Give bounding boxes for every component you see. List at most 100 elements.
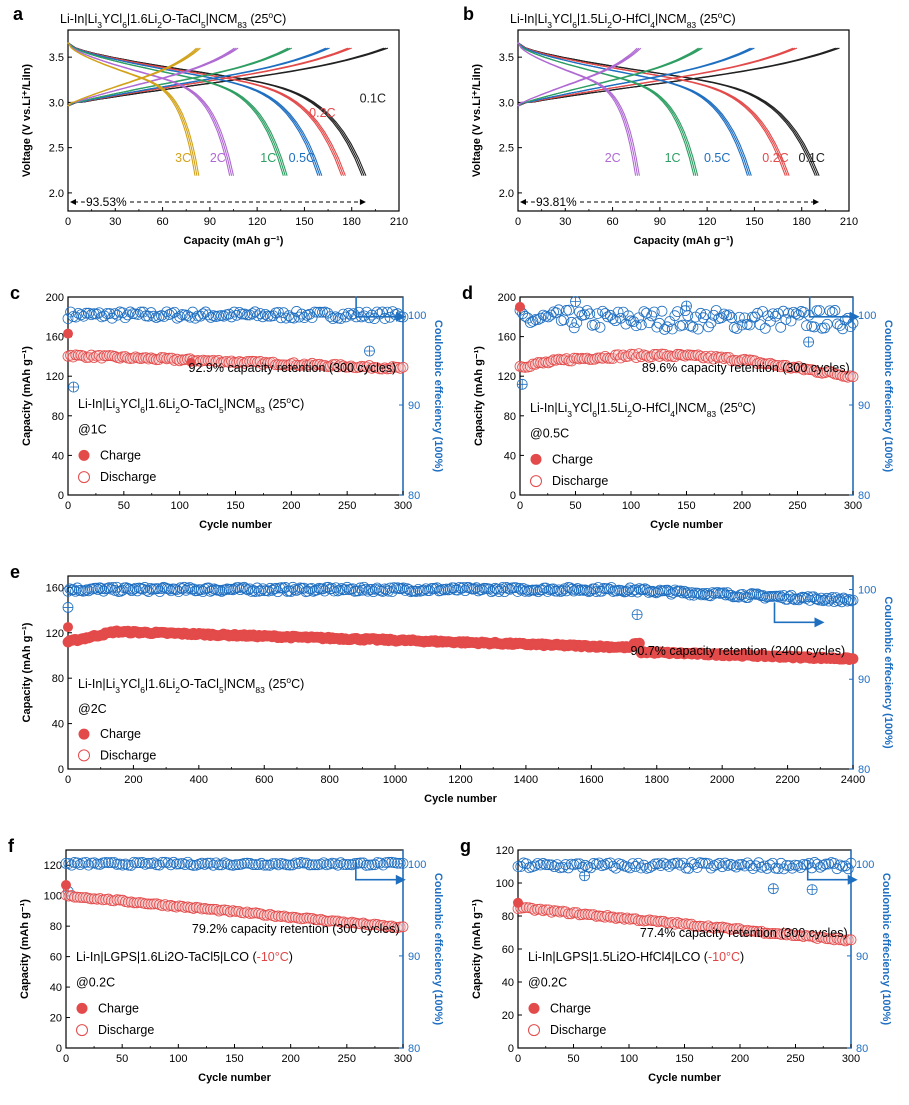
capacity-point	[128, 897, 140, 909]
y-tick-label: 2.5	[499, 143, 514, 155]
panel-letter: d	[462, 283, 473, 303]
cell-label-temp: -10°C	[708, 950, 740, 964]
ce-point	[156, 856, 168, 868]
x-tick-label: 600	[255, 774, 273, 786]
ce-point	[337, 308, 349, 320]
ce-point	[78, 310, 89, 322]
ce-point	[349, 858, 361, 869]
y-tick-label: 3.0	[49, 97, 64, 109]
y-tick-label: 80	[50, 921, 62, 933]
ce-point	[820, 858, 832, 870]
rate-annotation: 1C	[665, 151, 681, 165]
legend-charge-marker	[530, 453, 542, 465]
capacity-point	[660, 917, 672, 929]
ce-point	[318, 857, 330, 869]
charge-curve	[517, 47, 699, 107]
ce-point	[806, 862, 818, 874]
ce-point	[543, 859, 555, 871]
ce-point	[540, 859, 552, 871]
ce-point	[388, 582, 400, 594]
ce-point	[241, 857, 253, 869]
ce-point	[291, 585, 302, 596]
capacity-point	[142, 898, 154, 910]
ce-point	[66, 859, 78, 871]
panel-title: Li-In|Li3YCl6|1.6Li2O-TaCl5|NCM83 (25oC)	[60, 10, 286, 30]
ce-point	[775, 857, 787, 869]
y-tick-label: 160	[46, 332, 64, 344]
discharge-curve	[517, 42, 637, 176]
ce-point	[272, 859, 284, 871]
capacity-point	[301, 912, 313, 924]
ce-point	[302, 585, 314, 597]
ce-point	[573, 306, 585, 318]
ce-point	[829, 305, 841, 316]
y-tick-label: 120	[46, 371, 64, 383]
ce-point	[293, 311, 305, 323]
capacity-point	[111, 894, 123, 906]
ce-point	[291, 306, 302, 317]
panel-g: g 0 50 100 150 200 250 300 0 20 40 60 80 100 120 80 90 10…	[460, 836, 892, 1084]
capacity-point	[210, 904, 222, 915]
y-tick-label: 120	[46, 628, 64, 640]
ce-point	[205, 857, 216, 869]
label-part: 5	[219, 405, 224, 415]
ce-point	[94, 582, 106, 594]
y2-tick-label: 100	[856, 859, 874, 871]
x-tick-label: 0	[63, 1053, 69, 1065]
ce-point	[205, 312, 217, 323]
ce-point	[742, 592, 754, 603]
ce-point	[767, 857, 779, 869]
cell-label-suffix: )	[289, 950, 293, 964]
y-tick-label: 200	[498, 292, 516, 304]
legend-charge-marker	[76, 1002, 88, 1014]
rate-annotation: 0.2C	[309, 106, 335, 120]
ce-point	[534, 859, 546, 871]
ce-point	[314, 306, 326, 318]
label-part: 83	[707, 409, 717, 419]
x-tick-label: 250	[338, 1053, 356, 1065]
ce-point	[301, 857, 313, 869]
label-part: O-TaCl	[162, 12, 201, 26]
label-part: O-HfCl	[612, 12, 650, 26]
x-axis-label: Cycle number	[199, 519, 272, 531]
ce-point	[256, 857, 267, 869]
ce-series	[62, 581, 859, 620]
x-tick-label: 100	[169, 1053, 187, 1065]
ce-point	[733, 591, 745, 603]
ce-point	[666, 323, 678, 335]
capacity-point	[397, 921, 409, 933]
ce-point	[583, 586, 595, 598]
label-part: Li	[598, 12, 608, 26]
ce-point	[358, 310, 370, 322]
y2-tick-label: 100	[858, 584, 876, 596]
ce-point	[91, 858, 103, 870]
ce-point	[675, 585, 687, 597]
ce-point	[786, 862, 798, 874]
ce-point	[780, 314, 792, 325]
ce-point	[758, 860, 770, 872]
capacity-point	[244, 908, 256, 919]
ce-point	[845, 321, 856, 332]
ce-point	[179, 859, 191, 870]
label-part: 1	[148, 677, 155, 691]
ce-point	[639, 583, 651, 595]
ce-point	[75, 584, 87, 596]
rate-annotation: 0.1C	[360, 91, 386, 105]
ce-point	[382, 585, 394, 597]
ce-point	[700, 309, 712, 320]
ce-point	[781, 859, 793, 871]
x-tick-label: 250	[338, 500, 356, 512]
ce-point	[489, 582, 501, 594]
capacity-point	[778, 928, 790, 939]
charge-point	[186, 357, 196, 367]
capacity-point	[105, 895, 117, 906]
ce-point	[688, 858, 700, 870]
label-part: 3	[547, 20, 552, 30]
cell-label: Li-In|Li3YCl6|1.6Li2O-TaCl5|NCM83 (25oC)	[78, 395, 304, 415]
ce-point	[304, 308, 315, 320]
ce-point	[762, 310, 774, 322]
ce-point	[257, 311, 269, 323]
x-tick-label: 1600	[579, 774, 603, 786]
capacity-point	[770, 928, 781, 939]
label-part: .	[137, 12, 140, 26]
